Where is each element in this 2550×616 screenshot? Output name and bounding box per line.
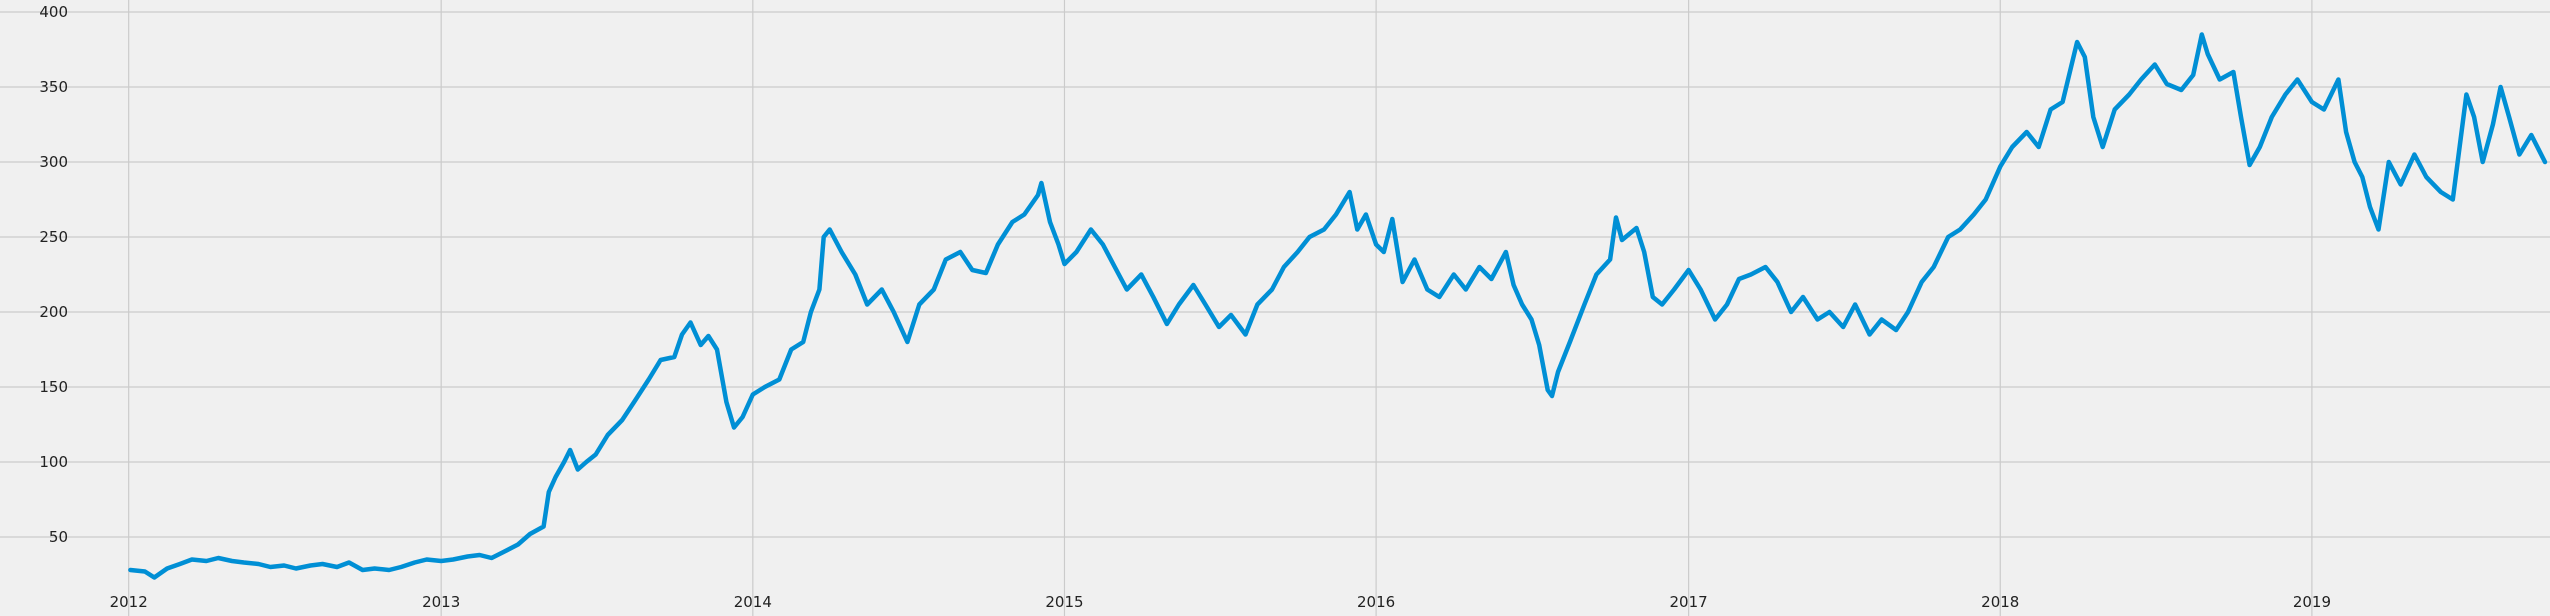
x-tick-label: 2014 — [734, 593, 772, 611]
y-tick-label: 400 — [39, 3, 68, 21]
y-tick-label: 50 — [49, 528, 68, 546]
y-tick-label: 200 — [39, 303, 68, 321]
y-tick-label: 250 — [39, 228, 68, 246]
y-gridlines — [0, 11, 2550, 538]
y-tick-label: 150 — [39, 378, 68, 396]
x-tick-label: 2019 — [2293, 593, 2331, 611]
x-axis-tick-labels: 2012 2013 2014 2015 2016 2017 2018 2019 — [110, 593, 2331, 611]
y-axis-tick-labels: 50 100 150 200 250 300 350 400 — [39, 3, 68, 546]
series-line — [128, 32, 2548, 580]
y-tick-label: 350 — [39, 78, 68, 96]
x-tick-label: 2015 — [1045, 593, 1083, 611]
x-tick-label: 2017 — [1670, 593, 1708, 611]
x-tick-label: 2018 — [1981, 593, 2019, 611]
y-tick-label: 100 — [39, 453, 68, 471]
x-gridlines — [128, 0, 2313, 616]
series-group — [128, 32, 2548, 580]
x-tick-label: 2016 — [1357, 593, 1395, 611]
x-tick-label: 2012 — [110, 593, 148, 611]
y-tick-label: 300 — [39, 153, 68, 171]
x-tick-label: 2013 — [422, 593, 460, 611]
